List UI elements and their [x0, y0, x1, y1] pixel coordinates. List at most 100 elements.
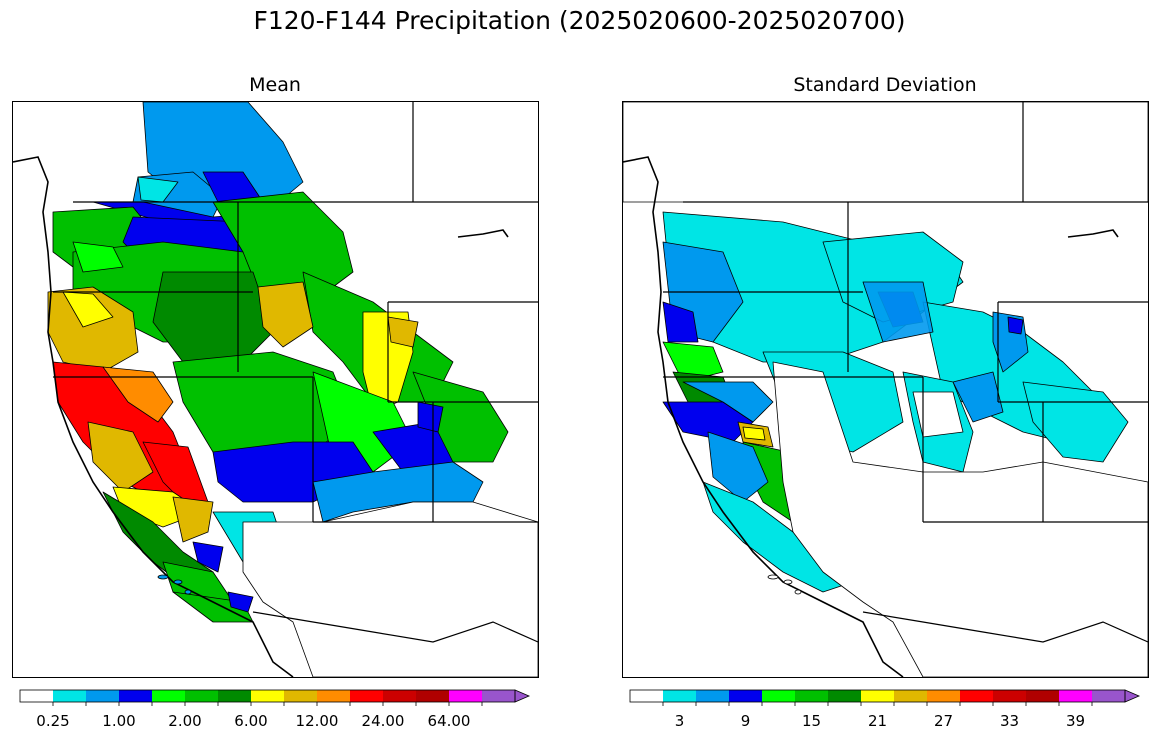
- colorbar-swatch: [894, 690, 927, 702]
- sd-region-sierra-yellow: [742, 426, 766, 441]
- colorbar-swatch: [663, 690, 696, 702]
- channel-island-3: [184, 589, 192, 595]
- colorbar-swatch: [795, 690, 828, 702]
- sd-region-darkblue-co: [1007, 316, 1024, 335]
- border-co: [387, 301, 538, 403]
- colorbar-tick-label: 64.00: [427, 712, 471, 730]
- sd-region-ncal-green: [662, 341, 724, 383]
- colorbar-tick-label: 0.25: [36, 712, 70, 730]
- colorbar-swatch: [20, 690, 53, 702]
- colorbar-swatch: [828, 690, 861, 702]
- sd-region-ne-white: [912, 391, 964, 438]
- region-oregon-coast: [47, 286, 139, 373]
- stddev-colorbar-swatches: [629, 689, 1141, 706]
- mean-map[interactable]: [12, 101, 539, 678]
- colorbar-tick-label: 9: [740, 712, 751, 730]
- colorbar-swatch: [185, 690, 218, 702]
- region-yellow-wyoming-gold: [387, 316, 419, 348]
- colorbar-swatch: [284, 690, 317, 702]
- border-az: [313, 402, 538, 523]
- colorbar-swatch: [1059, 690, 1092, 702]
- region-cal-gold: [172, 496, 214, 543]
- colorbar-swatch: [251, 690, 284, 702]
- sd-channel-island-1: [767, 574, 779, 580]
- sd-region-blue-wy: [862, 281, 934, 343]
- colorbar-tick-label: 6.00: [234, 712, 268, 730]
- colorbar-swatch: [729, 690, 762, 702]
- region-lime-north: [72, 241, 124, 273]
- colorbar-swatch: [630, 690, 663, 702]
- stddev-map[interactable]: [622, 101, 1149, 678]
- mean-map-canvas: [13, 102, 538, 677]
- region-socal-blue: [227, 591, 254, 613]
- colorbar-swatch: [993, 690, 1026, 702]
- colorbar-swatch: [482, 690, 515, 702]
- colorbar-tick-label: 24.00: [361, 712, 405, 730]
- sd-border-mexico: [862, 611, 1148, 643]
- sd-channel-island-2: [783, 579, 793, 585]
- sd-region-canada: [623, 102, 1148, 203]
- colorbar-swatch: [1092, 690, 1125, 702]
- mean-colorbar-swatches: [19, 689, 531, 706]
- region-east-blue-small: [417, 401, 444, 433]
- colorbar-swatch: [762, 690, 795, 702]
- colorbar-tick-label: 2.00: [168, 712, 202, 730]
- region-ncal-gold: [87, 421, 154, 493]
- stddev-panel-title: Standard Deviation: [793, 74, 977, 96]
- sd-region-ne-cyan: [1022, 381, 1129, 463]
- channel-island-1: [157, 574, 169, 580]
- colorbar-outline: [629, 689, 1126, 703]
- colorbar-extend-arrow: [514, 689, 531, 703]
- colorbar-swatch: [350, 690, 383, 702]
- sd-coastline: [623, 156, 904, 677]
- region-ncal-orange: [102, 366, 174, 423]
- colorbar-swatch: [416, 690, 449, 702]
- colorbar-tick-label: 12.00: [295, 712, 339, 730]
- stddev-map-canvas: [623, 102, 1148, 677]
- colorbar-extend-arrow: [1124, 689, 1141, 703]
- lake-winnipeg-hint: [457, 229, 509, 238]
- colorbar-tick-label: 15: [801, 712, 822, 730]
- sd-border-co: [997, 301, 1148, 403]
- sd-region-ncal-blue: [682, 381, 774, 423]
- colorbar-swatch: [218, 690, 251, 702]
- channel-island-2: [173, 579, 183, 585]
- sd-region-oregon-darkblue: [662, 301, 699, 343]
- colorbar-swatch: [86, 690, 119, 702]
- colorbar-tick-label: 39: [1065, 712, 1086, 730]
- sd-border-az: [923, 402, 1148, 523]
- sd-region-idaho-cyan: [822, 231, 964, 323]
- colorbar-swatch: [383, 690, 416, 702]
- sd-region-blue-ut: [952, 371, 1004, 423]
- coastline: [13, 156, 294, 677]
- region-cal-blue-south: [192, 541, 224, 573]
- colorbar-swatch: [861, 690, 894, 702]
- region-yellow-idaho: [257, 281, 314, 348]
- colorbar-tick-label: 3: [674, 712, 685, 730]
- colorbar-swatch: [317, 690, 350, 702]
- mean-panel-title: Mean: [249, 74, 301, 96]
- colorbar-swatch: [152, 690, 185, 702]
- colorbar-swatch: [119, 690, 152, 702]
- sd-channel-island-3: [794, 589, 802, 595]
- colorbar-tick-label: 33: [999, 712, 1020, 730]
- sd-lake-winnipeg-hint: [1067, 229, 1119, 238]
- colorbar-swatch: [1026, 690, 1059, 702]
- colorbar-tick-label: 21: [867, 712, 888, 730]
- border-mexico: [252, 611, 538, 643]
- mean-colorbar: [19, 689, 531, 706]
- colorbar-tick-label: 27: [933, 712, 954, 730]
- colorbar-swatch: [696, 690, 729, 702]
- colorbar-swatch: [449, 690, 482, 702]
- sd-region-cal-blue-mid: [707, 431, 769, 503]
- colorbar-outline: [19, 689, 516, 703]
- region-oregon-yellow: [62, 291, 114, 328]
- sd-region-southwest-white: [772, 361, 1148, 677]
- figure-title: F120-F144 Precipitation (2025020600-2025…: [253, 6, 906, 35]
- stddev-colorbar: [629, 689, 1141, 706]
- sd-region-cal-cyan-south: [702, 481, 854, 593]
- colorbar-swatch: [53, 690, 86, 702]
- colorbar-tick-label: 1.00: [102, 712, 136, 730]
- colorbar-swatch: [927, 690, 960, 702]
- colorbar-swatch: [960, 690, 993, 702]
